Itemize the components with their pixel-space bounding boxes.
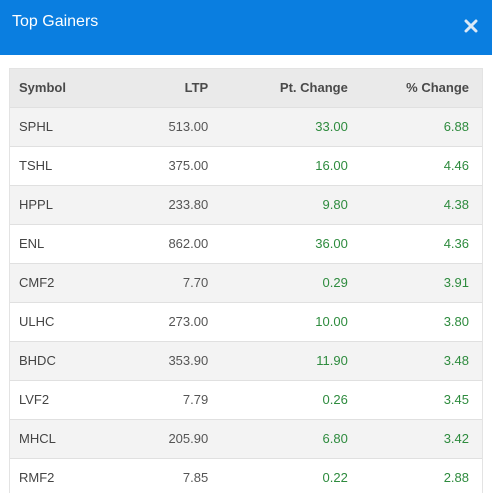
pt-change-cell: 36.00 bbox=[315, 236, 348, 251]
pt-change-cell: 16.00 bbox=[315, 158, 348, 173]
table-row[interactable]: BHDC 353.90 11.90 3.48 bbox=[10, 341, 482, 380]
close-button[interactable] bbox=[460, 15, 482, 37]
ltp-cell: 7.70 bbox=[182, 275, 209, 290]
pct-change-cell: 4.38 bbox=[443, 197, 469, 212]
table-header-row: Symbol LTP Pt. Change % Change bbox=[10, 69, 482, 107]
ltp-cell: 353.90 bbox=[168, 353, 209, 368]
column-header-symbol[interactable]: Symbol bbox=[19, 80, 66, 96]
table-row[interactable]: TSHL 375.00 16.00 4.46 bbox=[10, 146, 482, 185]
pct-change-cell: 6.88 bbox=[443, 119, 469, 134]
pct-change-cell: 4.36 bbox=[443, 236, 469, 251]
pt-change-cell: 0.22 bbox=[322, 470, 348, 486]
pt-change-cell: 6.80 bbox=[322, 431, 348, 446]
table-row[interactable]: LVF2 7.79 0.26 3.45 bbox=[10, 380, 482, 419]
symbol-cell: CMF2 bbox=[19, 275, 55, 290]
pt-change-cell: 0.26 bbox=[322, 392, 348, 407]
ltp-cell: 7.79 bbox=[182, 392, 209, 407]
table-row[interactable]: SPHL 513.00 33.00 6.88 bbox=[10, 107, 482, 146]
pt-change-cell: 33.00 bbox=[315, 119, 348, 134]
symbol-cell: LVF2 bbox=[19, 392, 50, 407]
pct-change-cell: 3.80 bbox=[443, 314, 469, 329]
ltp-cell: 273.00 bbox=[168, 314, 209, 329]
ltp-cell: 862.00 bbox=[168, 236, 209, 251]
symbol-cell: SPHL bbox=[19, 119, 53, 134]
pt-change-cell: 11.90 bbox=[316, 353, 348, 368]
pt-change-cell: 9.80 bbox=[322, 197, 348, 212]
symbol-cell: BHDC bbox=[19, 353, 56, 368]
symbol-cell: HPPL bbox=[19, 197, 53, 212]
ltp-cell: 375.00 bbox=[168, 158, 209, 173]
table-row[interactable]: ULHC 273.00 10.00 3.80 bbox=[10, 302, 482, 341]
modal-title: Top Gainers bbox=[12, 13, 99, 30]
pct-change-cell: 3.45 bbox=[443, 392, 469, 407]
pct-change-cell: 4.46 bbox=[443, 158, 469, 173]
table-row[interactable]: CMF2 7.70 0.29 3.91 bbox=[10, 263, 482, 302]
table-row[interactable]: ENL 862.00 36.00 4.36 bbox=[10, 224, 482, 263]
symbol-cell: TSHL bbox=[19, 158, 53, 173]
symbol-cell: RMF2 bbox=[19, 470, 55, 486]
pt-change-cell: 10.00 bbox=[315, 314, 348, 329]
close-icon bbox=[464, 19, 478, 33]
modal-header: Top Gainers bbox=[0, 0, 492, 55]
symbol-cell: ENL bbox=[19, 236, 45, 251]
table-row[interactable]: HPPL 233.80 9.80 4.38 bbox=[10, 185, 482, 224]
column-header-ltp[interactable]: LTP bbox=[184, 80, 209, 96]
symbol-cell: MHCL bbox=[19, 431, 56, 446]
pt-change-cell: 0.29 bbox=[322, 275, 348, 290]
ltp-cell: 513.00 bbox=[168, 119, 209, 134]
symbol-cell: ULHC bbox=[19, 314, 55, 329]
column-header-pct-change[interactable]: % Change bbox=[406, 80, 469, 96]
pct-change-cell: 2.88 bbox=[443, 470, 469, 486]
column-header-pt-change[interactable]: Pt. Change bbox=[279, 80, 348, 96]
ltp-cell: 205.90 bbox=[168, 431, 209, 446]
pct-change-cell: 3.91 bbox=[443, 275, 469, 290]
table-row[interactable]: MHCL 205.90 6.80 3.42 bbox=[10, 419, 482, 458]
pct-change-cell: 3.48 bbox=[443, 353, 469, 368]
ltp-cell: 233.80 bbox=[168, 197, 209, 212]
table-row[interactable]: RMF2 7.85 0.22 2.88 bbox=[10, 458, 482, 493]
gainers-table-container: Symbol LTP Pt. Change % Change SPHL 513.0… bbox=[9, 68, 483, 493]
pct-change-cell: 3.42 bbox=[443, 431, 469, 446]
ltp-cell: 7.85 bbox=[182, 470, 209, 486]
gainers-table: Symbol LTP Pt. Change % Change SPHL 513.0… bbox=[10, 69, 482, 493]
